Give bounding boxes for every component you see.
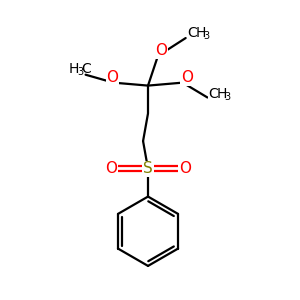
Text: H: H (196, 26, 206, 40)
Text: H: H (216, 86, 227, 100)
Text: S: S (143, 161, 153, 176)
Text: H: H (68, 62, 79, 76)
Text: 3: 3 (203, 31, 210, 41)
Text: O: O (181, 70, 193, 85)
Text: 3: 3 (224, 92, 230, 101)
Text: O: O (105, 161, 117, 176)
Text: C: C (188, 26, 197, 40)
Text: O: O (179, 161, 191, 176)
Text: O: O (155, 44, 167, 59)
Text: 3: 3 (78, 67, 84, 77)
Text: O: O (106, 70, 119, 85)
Text: C: C (208, 86, 218, 100)
Text: C: C (82, 62, 92, 76)
